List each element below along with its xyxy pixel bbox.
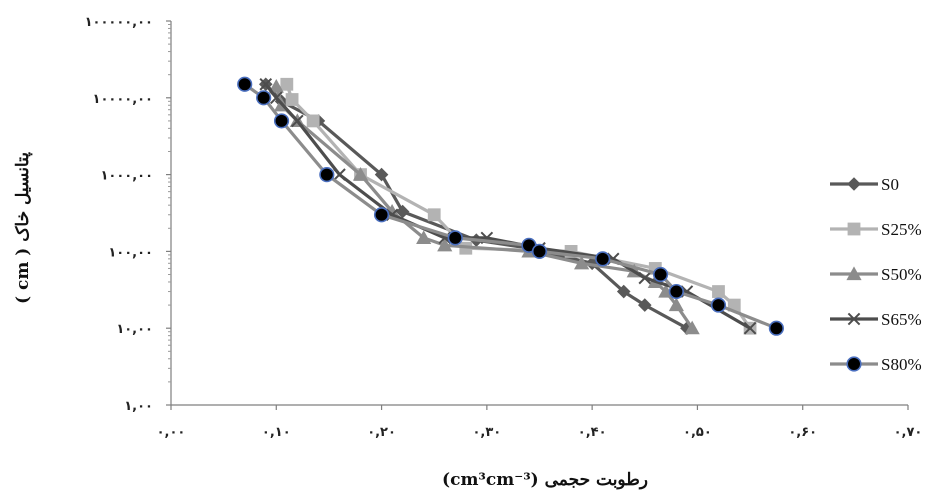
data-point [768, 320, 784, 336]
legend-entry: S65% [830, 310, 922, 329]
data-point [638, 271, 652, 285]
data-point [684, 320, 700, 335]
series-s0 [258, 77, 694, 335]
data-point [395, 204, 410, 219]
data-point [447, 230, 463, 246]
legend-label: S50% [881, 265, 922, 284]
y-tick-label: ۱۰۰۰۰,۰۰ [93, 92, 153, 107]
data-point [416, 230, 432, 244]
legend-entry: S80% [830, 355, 922, 374]
series-s50pct [268, 78, 700, 335]
legend-marker [846, 356, 862, 372]
legend-marker [846, 266, 862, 281]
data-point [616, 284, 631, 299]
x-axis-title: رطوبت حجمی (cm³cm⁻³) [442, 470, 648, 490]
data-point [259, 77, 273, 91]
legend-marker [847, 222, 861, 236]
data-point [374, 167, 389, 182]
data-point [256, 90, 272, 106]
series-s25pct [280, 77, 757, 335]
y-tick-label: ۱۰۰۰۰۰,۰۰ [85, 15, 153, 30]
x-tick-label: ۰,۳۰ [472, 425, 501, 440]
data-point [574, 255, 590, 270]
data-point [710, 297, 727, 313]
y-axis-title: پتانسیل خاک ( cm ) [13, 152, 33, 304]
legend-label: S0 [881, 175, 899, 194]
x-tick-label: ۰,۲۰ [367, 425, 396, 440]
x-tick-label: ۰,۵۰ [683, 425, 712, 440]
legend-marker [847, 177, 861, 191]
y-tick-label: ۱۰۰۰,۰۰ [100, 169, 153, 184]
legend: S0 S25% S50% S65% S80% [830, 175, 922, 374]
data-point [306, 114, 320, 128]
series-s80pct [237, 76, 784, 336]
series-layer [237, 76, 784, 336]
legend-label: S25% [881, 220, 922, 239]
x-tick-label: ۰,۶۰ [788, 425, 817, 440]
data-point [333, 168, 346, 181]
legend-label: S80% [881, 355, 922, 374]
x-tick-label: ۰,۴۰ [578, 425, 607, 440]
data-point [291, 114, 304, 128]
legend-label: S65% [881, 310, 922, 329]
legend-marker [847, 312, 861, 326]
x-tick-label: ۰,۱۰ [262, 425, 291, 440]
y-tick-label: ۱۰,۰۰ [116, 322, 153, 337]
legend-entry: S25% [830, 220, 922, 239]
data-point [373, 207, 390, 223]
data-point [273, 113, 290, 129]
data-point [280, 77, 294, 91]
y-tick-label: ۱۰۰,۰۰ [108, 245, 153, 260]
data-point [437, 237, 453, 252]
data-point [285, 93, 299, 106]
data-point [268, 78, 284, 93]
legend-entry: S0 [830, 175, 899, 194]
data-point [668, 283, 684, 300]
data-point [352, 167, 369, 181]
legend-entry: S50% [830, 265, 922, 284]
data-point [319, 167, 335, 183]
y-tick-label: ۱,۰۰ [124, 399, 153, 414]
data-point [427, 208, 441, 222]
data-point [531, 243, 548, 259]
x-tick-label: ۰,۰۰ [157, 425, 186, 440]
data-point [743, 321, 757, 335]
axes: ۱,۰۰ ۱۰,۰۰ ۱۰۰,۰۰ ۱۰۰۰,۰۰ ۱۰۰۰۰,۰۰ ۱۰۰۰۰۰,۰۰ ۰… [85, 15, 923, 440]
x-tick-label: ۰,۷۰ [894, 425, 923, 440]
data-point [712, 285, 725, 298]
data-point [637, 298, 652, 312]
data-point [237, 76, 253, 92]
data-point [652, 266, 669, 283]
data-point [595, 251, 611, 267]
data-point [727, 298, 741, 312]
data-point [269, 91, 283, 105]
data-point [668, 297, 684, 312]
